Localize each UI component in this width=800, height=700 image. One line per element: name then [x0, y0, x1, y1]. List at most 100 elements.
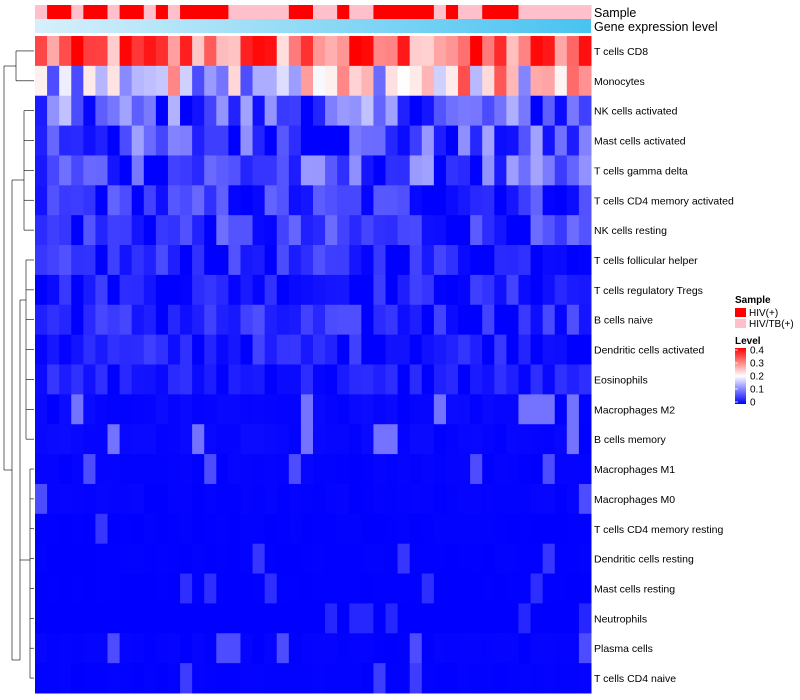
heatmap-cell [506, 215, 519, 246]
heatmap-cell [361, 36, 374, 67]
heatmap-cell [470, 483, 483, 515]
heatmap-cell [421, 36, 435, 67]
heatmap-cell [566, 245, 580, 276]
sample-annotation-cell [542, 5, 556, 19]
heatmap-cell [228, 663, 241, 694]
heatmap-cell [313, 663, 326, 694]
heatmap-cell [131, 364, 145, 395]
heatmap-cell [337, 304, 350, 336]
heatmap-cell [385, 513, 399, 545]
heatmap-cell [35, 663, 48, 694]
heatmap-cell [313, 454, 326, 485]
heatmap-cell [252, 274, 266, 306]
heatmap-cell [167, 245, 181, 276]
heatmap-cell [192, 513, 205, 545]
heatmap-cell [83, 663, 96, 694]
heatmap-cell [131, 245, 145, 276]
heatmap-cell [506, 483, 519, 515]
heatmap-cell [530, 513, 544, 545]
heatmap-cell [506, 424, 519, 455]
heatmap-cell [35, 304, 48, 336]
heatmap-cell [397, 65, 411, 97]
heatmap-cell [373, 215, 387, 246]
heatmap-cell [71, 155, 84, 186]
heatmap-cell [119, 513, 133, 545]
heatmap-cell [216, 274, 229, 306]
heatmap-cell [204, 125, 217, 156]
heatmap-cell [554, 454, 568, 485]
heatmap-cell [252, 394, 266, 425]
heatmap-cell [59, 543, 72, 575]
heatmap-cell [542, 543, 556, 575]
heatmap-cell [518, 185, 532, 216]
heatmap-cell [385, 483, 399, 515]
heatmap-cell [252, 424, 266, 455]
heatmap-cell [494, 454, 507, 485]
heatmap-cell [83, 454, 96, 485]
heatmap-cell [167, 125, 181, 156]
legend-tick-label: 0.1 [750, 385, 764, 396]
heatmap-cell [337, 274, 350, 306]
heatmap-cell [542, 185, 556, 216]
heatmap-cell [264, 603, 278, 634]
heatmap-cell [252, 304, 266, 336]
heatmap-cell [107, 65, 121, 97]
heatmap-cell [421, 573, 435, 604]
heatmap-cell [349, 215, 362, 246]
heatmap-cell [252, 125, 266, 156]
heatmap-cell [35, 543, 48, 575]
heatmap-cell [518, 95, 532, 127]
heatmap-cell [566, 125, 580, 156]
heatmap-cell [240, 304, 254, 336]
heatmap-cell [300, 364, 314, 395]
heatmap-cell [167, 36, 181, 67]
row-label: Macrophages M2 [594, 404, 675, 416]
heatmap-cell [409, 274, 423, 306]
heatmap-cell [204, 513, 217, 545]
heatmap-cell [433, 483, 447, 515]
heatmap-cell [155, 483, 169, 515]
heatmap-cell [71, 36, 84, 67]
row-label: Macrophages M0 [594, 494, 675, 506]
heatmap-cell [409, 215, 423, 246]
sample-annotation-cell [71, 5, 84, 19]
heatmap-cell [180, 125, 193, 156]
heatmap-cell [349, 125, 362, 156]
sample-annotation-cell [421, 5, 435, 19]
heatmap-cell [47, 274, 60, 306]
heatmap-cell [518, 513, 532, 545]
sample-annotation-cell [240, 5, 254, 19]
heatmap-cell [167, 95, 181, 127]
heatmap-cell [482, 304, 495, 336]
heatmap-cell [155, 513, 169, 545]
heatmap-cell [35, 334, 48, 365]
heatmap-cell [542, 364, 556, 395]
heatmap-cell [131, 65, 145, 97]
heatmap-cell [385, 155, 399, 186]
heatmap-cell [83, 185, 96, 216]
heatmap-cell [445, 633, 459, 664]
heatmap-cell [337, 663, 350, 694]
heatmap-cell [119, 364, 133, 395]
heatmap-cell [530, 245, 544, 276]
sample-annotation-cell [264, 5, 278, 19]
heatmap-cell [530, 424, 544, 455]
heatmap-cell [458, 394, 471, 425]
heatmap-cell [530, 573, 544, 604]
heatmap-cell [337, 245, 350, 276]
heatmap-cell [325, 274, 338, 306]
heatmap-cell [337, 424, 350, 455]
heatmap-cell [361, 65, 374, 97]
heatmap-cell [397, 304, 411, 336]
heatmap-cell [470, 215, 483, 246]
heatmap-cell [458, 274, 471, 306]
heatmap-cell [131, 513, 145, 545]
heatmap-cell [288, 125, 302, 156]
heatmap-cell [131, 543, 145, 575]
heatmap-cell [518, 543, 532, 575]
heatmap-cell [276, 185, 290, 216]
heatmap-cell [385, 394, 399, 425]
heatmap-cell [409, 36, 423, 67]
heatmap-cell [204, 245, 217, 276]
heatmap-cell [349, 304, 362, 336]
